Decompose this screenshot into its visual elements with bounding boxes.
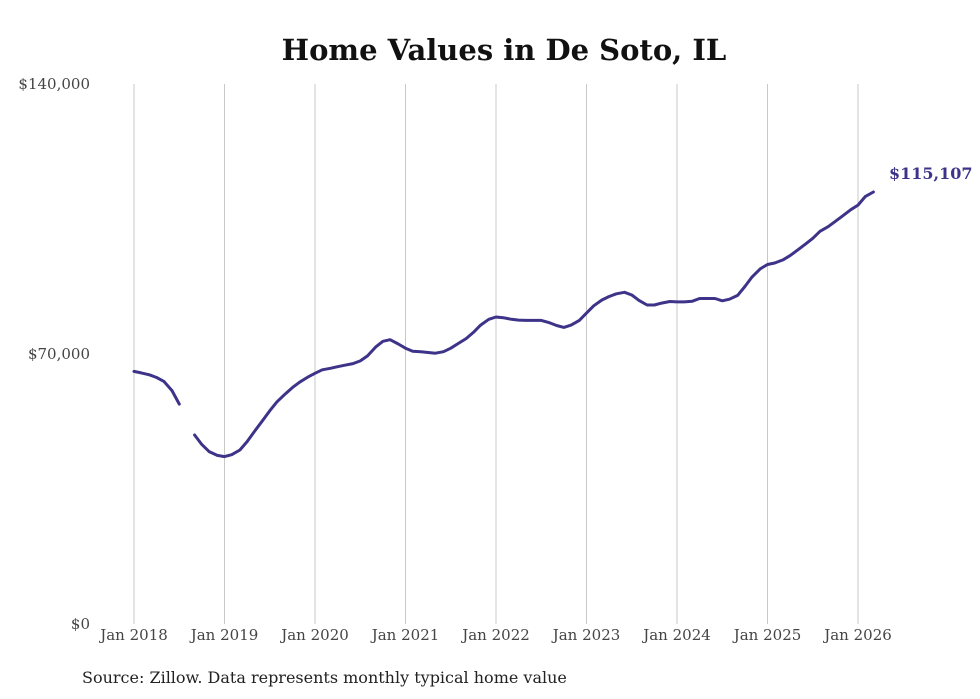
- x-tick-label: Jan 2024: [641, 626, 711, 644]
- series: [132, 190, 875, 459]
- x-axis-ticks: Jan 2018 Jan 2019 Jan 2020 Jan 2021 Jan 2022…: [98, 626, 892, 644]
- x-tick-label: Jan 2019: [189, 626, 259, 644]
- source-note: Source: Zillow. Data represents monthly …: [82, 668, 567, 687]
- y-axis-ticks: $0 $70,000 $140,000: [18, 75, 90, 633]
- y-tick-label: $0: [71, 615, 90, 633]
- end-value-label: $115,107: [889, 164, 973, 183]
- gridlines: [133, 84, 859, 624]
- y-tick-label: $70,000: [28, 345, 90, 363]
- x-tick-label: Jan 2025: [732, 626, 802, 644]
- x-tick-label: Jan 2026: [822, 626, 892, 644]
- x-tick-label: Jan 2020: [279, 626, 349, 644]
- series-line: [193, 190, 875, 459]
- x-tick-label: Jan 2022: [460, 626, 530, 644]
- chart-title: Home Values in De Soto, IL: [282, 33, 727, 67]
- x-tick-label: Jan 2018: [98, 626, 168, 644]
- x-tick-label: Jan 2021: [370, 626, 440, 644]
- x-tick-label: Jan 2023: [551, 626, 621, 644]
- series-line: [132, 369, 181, 406]
- y-tick-label: $140,000: [18, 75, 90, 93]
